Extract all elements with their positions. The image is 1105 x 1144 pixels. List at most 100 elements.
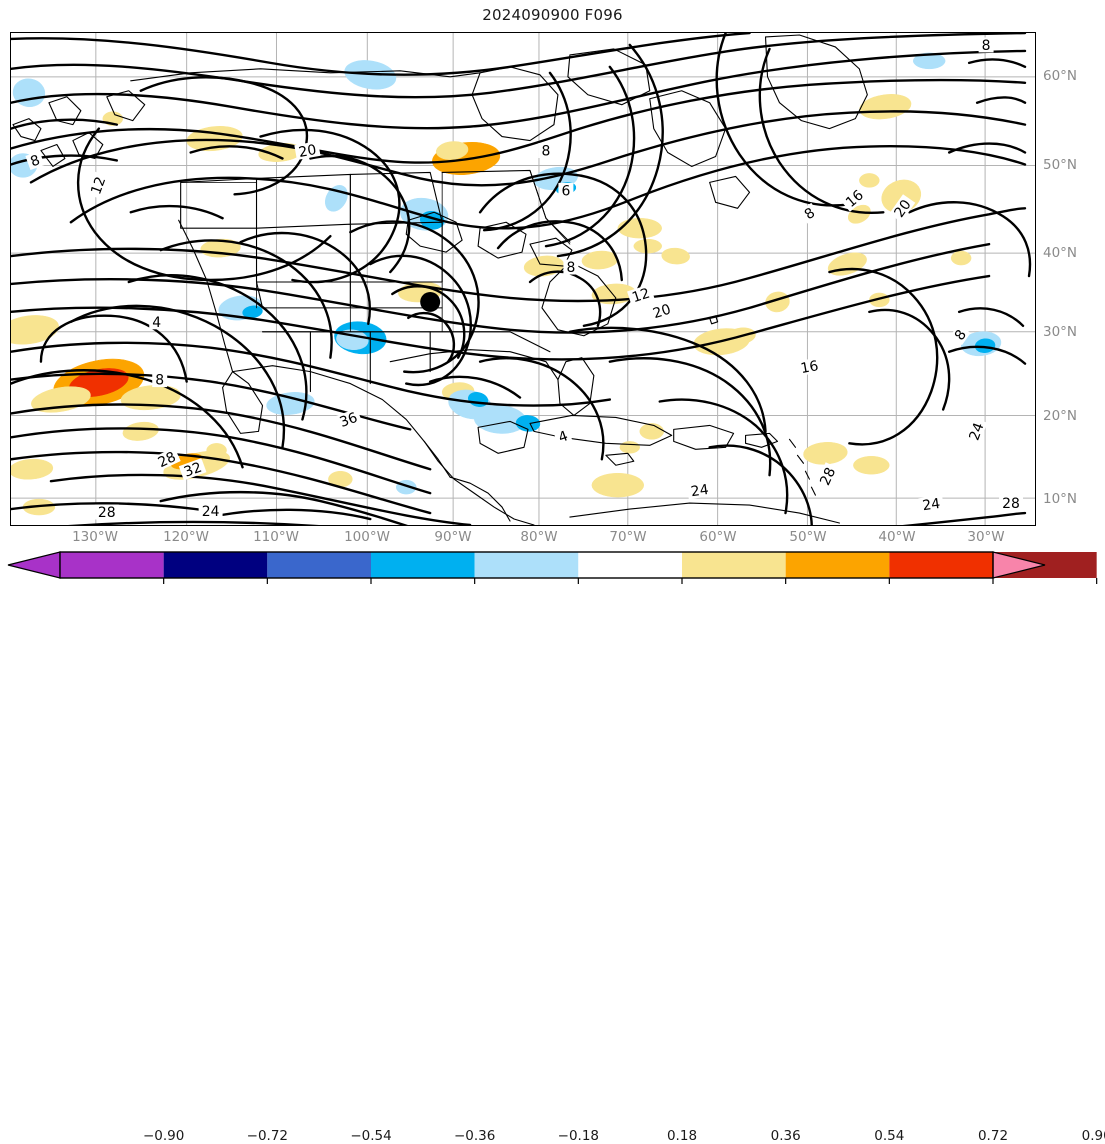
coastline-path <box>49 97 81 125</box>
anomaly-patch <box>435 141 469 160</box>
coastline-path <box>13 119 41 141</box>
colorbar-tick-label: 0.36 <box>770 1128 801 1144</box>
contour-label-halo <box>889 194 916 223</box>
colorbar[interactable]: −0.90 −0.72 −0.54 −0.36 −0.18 0.18 0.36 0.54 0.7… <box>0 548 1105 1144</box>
anomaly-patch <box>661 247 690 265</box>
coastline-path <box>789 439 815 495</box>
contour-path <box>11 404 430 469</box>
coastline-path <box>450 477 510 521</box>
contour-label-halo <box>553 426 573 446</box>
coastline-path <box>478 222 526 258</box>
colorbar-swatch-0 <box>60 552 164 578</box>
colorbar-tick-label: 0.72 <box>977 1128 1009 1144</box>
contour-label-halo <box>563 259 579 275</box>
contour-path <box>484 73 571 230</box>
contour-path <box>71 146 1025 228</box>
contour-label-halo <box>648 300 676 322</box>
contour-path <box>660 400 787 513</box>
anomaly-patch <box>639 423 664 440</box>
map-plot-area[interactable]: 8 8 8 12 6 8 16 20 20 8 12 20 4 8 16 8 36 4 24 28 32 28 24 28 24… <box>10 32 1036 526</box>
contour-path <box>11 452 430 513</box>
contour-label-halo <box>964 417 988 446</box>
colorbar-swatch-2 <box>267 552 371 578</box>
contour-label: 20 <box>297 142 317 161</box>
contour-label-halo <box>198 503 223 519</box>
contour-label: 8 <box>155 373 164 389</box>
lon-tick-label: 100°W <box>344 529 390 545</box>
coastline-path <box>650 91 726 167</box>
contour-path <box>430 377 520 398</box>
contour-label: 8 <box>982 38 991 54</box>
contour-path <box>829 269 937 444</box>
coastline-path <box>107 91 145 121</box>
contour-path <box>546 67 634 246</box>
contour-path <box>161 240 332 357</box>
coastline-path <box>766 35 868 129</box>
anomaly-patch <box>206 443 227 458</box>
contour-layer <box>11 33 1030 525</box>
colorbar-tick-label: 0.90 <box>1081 1128 1105 1144</box>
anomaly-patch <box>847 204 871 224</box>
state-border-path <box>530 170 546 218</box>
contour-label: 28 <box>1002 496 1020 512</box>
colorbar-swatch-5 <box>578 552 682 578</box>
coastline-path <box>179 220 233 371</box>
contour-label: 32 <box>182 460 204 481</box>
contour-path <box>131 206 223 218</box>
contour-label-halo <box>538 143 554 158</box>
anomaly-patch <box>617 217 662 239</box>
contour-path <box>370 256 470 385</box>
contour-path <box>710 446 812 525</box>
colorbar-swatch-3 <box>371 552 475 578</box>
contour-label: 12 <box>88 175 109 197</box>
forecast-map-figure: 2024090900 F096 8 8 8 12 6 8 16 20 20 8 12 20 4 8 16 8 3… <box>0 6 1105 1144</box>
colorbar-swatches[interactable] <box>0 548 1105 598</box>
contour-path <box>11 513 1025 525</box>
lon-tick-label: 90°W <box>434 529 472 545</box>
contour-label: 12 <box>630 286 652 307</box>
anomaly-patch <box>11 315 59 345</box>
anomaly-patch <box>186 126 243 152</box>
colorbar-swatch-8 <box>889 552 993 578</box>
contour-label-halo <box>949 324 971 346</box>
anomaly-patch <box>633 238 662 254</box>
colorbar-swatch-1 <box>163 552 268 578</box>
contour-path <box>11 80 1025 163</box>
coastline-path <box>424 441 534 525</box>
contour-path <box>949 144 1025 153</box>
lon-tick-label: 80°W <box>520 529 558 545</box>
coastline-path <box>570 503 839 523</box>
contour-path <box>11 244 989 332</box>
anomaly-patch <box>803 442 848 465</box>
contour-label: 28 <box>156 449 179 471</box>
coastline-path <box>542 262 616 336</box>
contour-path <box>610 358 770 475</box>
colorbar-tick-label: −0.54 <box>350 1128 392 1144</box>
contour-label: 4 <box>152 315 161 331</box>
contour-label: 20 <box>651 301 673 322</box>
contour-path <box>11 33 1025 97</box>
contour-label-halo <box>178 458 207 481</box>
lon-tick-label: 60°W <box>699 529 737 545</box>
anomaly-patch <box>853 456 890 475</box>
contour-path <box>41 316 187 382</box>
coastline-path <box>233 366 451 478</box>
contour-path <box>869 310 949 410</box>
contour-path <box>909 202 1030 276</box>
storm-marker-layer <box>420 291 441 312</box>
contour-label: 24 <box>966 421 987 443</box>
contour-path <box>11 343 610 406</box>
storm-center <box>420 291 441 312</box>
contour-path <box>570 328 766 432</box>
anomaly-patch <box>859 94 912 120</box>
contour-path <box>11 503 211 511</box>
contour-label: 28 <box>817 465 839 488</box>
colorbar-tick-label: −0.36 <box>453 1128 496 1144</box>
lon-tick-label: 120°W <box>163 529 209 545</box>
contour-label-halo <box>627 284 655 306</box>
contour-path <box>11 156 117 165</box>
contour-path <box>191 146 283 158</box>
lon-tick-label: 30°W <box>967 529 1005 545</box>
colorbar-swatch-6 <box>682 552 786 578</box>
contour-path <box>392 286 464 357</box>
